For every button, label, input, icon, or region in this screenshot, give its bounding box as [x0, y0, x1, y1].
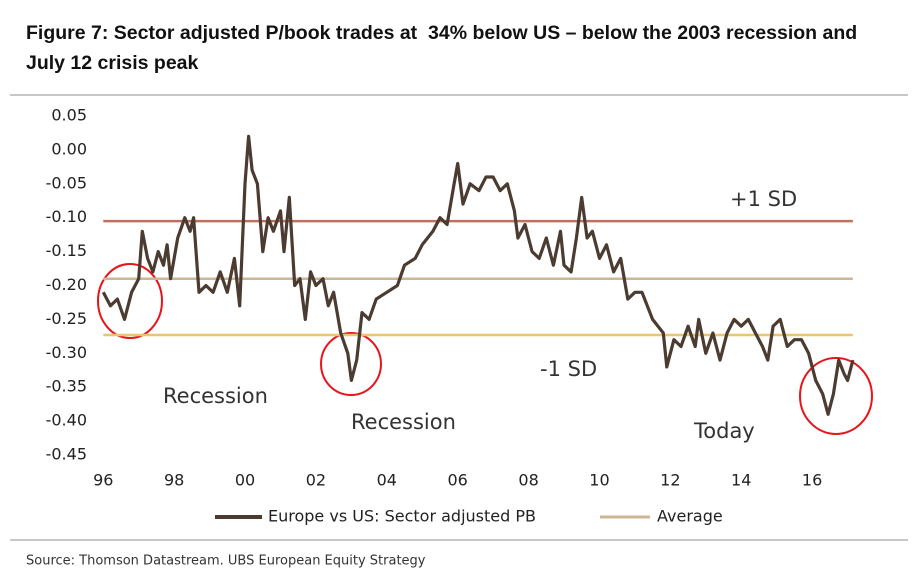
x-tick-label: 08: [518, 471, 538, 490]
y-tick-label: 0.00: [51, 139, 87, 158]
source: Source: Thomson Datastream. UBS European…: [26, 554, 426, 569]
x-tick-label: 98: [164, 471, 184, 490]
reference-label: +1 SD: [730, 187, 797, 211]
y-tick-label: -0.35: [46, 377, 87, 396]
x-tick-label: 06: [448, 471, 468, 490]
x-tick-label: 10: [589, 471, 609, 490]
x-tick-label: 14: [731, 471, 751, 490]
highlight-circle: [97, 263, 163, 339]
x-tick-label: 96: [93, 471, 113, 490]
y-tick-label: -0.30: [46, 343, 87, 362]
y-tick-label: 0.05: [51, 106, 87, 125]
y-tick-label: -0.10: [46, 207, 87, 226]
y-tick-label: -0.25: [46, 309, 87, 328]
reference-label: -1 SD: [540, 357, 597, 381]
annotation: Recession: [163, 384, 268, 408]
y-tick-label: -0.40: [46, 411, 87, 430]
annotation: Recession: [351, 410, 456, 434]
y-tick-label: -0.45: [46, 445, 87, 464]
legend-label: Europe vs US: Sector adjusted PB: [268, 507, 536, 526]
x-tick-label: 00: [235, 471, 255, 490]
annotation: Today: [693, 419, 755, 443]
highlight-circle: [320, 332, 382, 396]
y-tick-label: -0.15: [46, 241, 87, 260]
series-line: [101, 134, 855, 416]
x-tick-label: 16: [802, 471, 822, 490]
x-tick-label: 04: [377, 471, 397, 490]
chart-title: Figure 7: Sector adjusted P/book trades …: [26, 22, 863, 74]
y-tick-label: -0.05: [46, 173, 87, 192]
circles: [97, 263, 873, 435]
highlight-circle: [799, 357, 873, 435]
x-tick-label: 02: [306, 471, 326, 490]
legend-label: Average: [657, 507, 723, 526]
y-tick-label: -0.20: [46, 275, 87, 294]
x-tick-label: 12: [660, 471, 680, 490]
